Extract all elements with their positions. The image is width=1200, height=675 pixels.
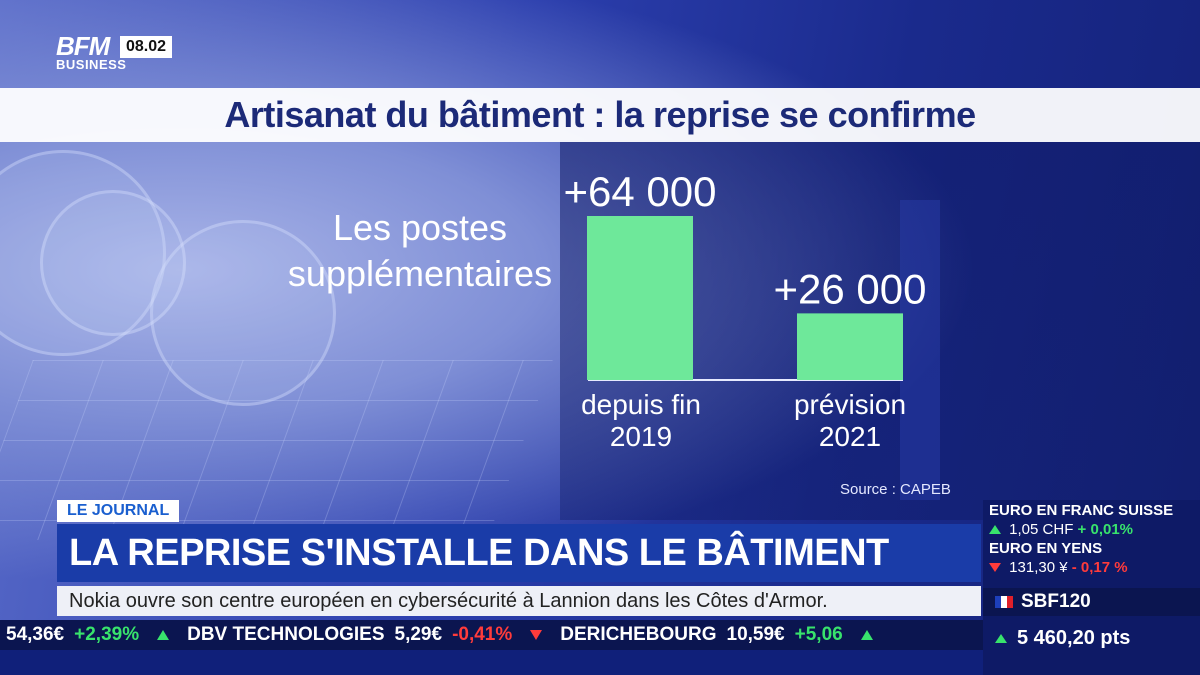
headline-text: LA REPRISE S'INSTALLE DANS LE BÂTIMENT — [69, 531, 889, 574]
title-band: Artisanat du bâtiment : la reprise se co… — [0, 88, 1200, 142]
up-arrow-icon — [989, 525, 1001, 534]
ticker-price: 10,59€ — [726, 624, 785, 645]
bar-value-label: +26 000 — [774, 265, 927, 312]
ticker-price: 5,29€ — [394, 624, 443, 645]
section-tag: LE JOURNAL — [57, 500, 180, 522]
ticker-name: DBV TECHNOLOGIES — [187, 624, 385, 645]
eur-chf-change: + 0,01% — [1077, 521, 1134, 538]
category-label: 2021 — [819, 421, 881, 452]
eur-chf-row: 1,05 CHF + 0,01% — [989, 521, 1133, 538]
logo-sub: BUSINESS — [56, 57, 127, 72]
clock: 08.02 — [120, 36, 173, 58]
chart-bar — [587, 216, 693, 380]
up-arrow-icon — [995, 633, 1007, 643]
ticker-name: DERICHEBOURG — [560, 624, 717, 645]
page-title: Artisanat du bâtiment : la reprise se co… — [224, 94, 976, 135]
blueprint-roll — [40, 190, 186, 336]
market-panel: EURO EN FRANC SUISSE 1,05 CHF + 0,01% EU… — [983, 500, 1200, 675]
index-value: 5 460,20 pts — [1017, 626, 1131, 649]
down-arrow-icon — [989, 563, 1001, 572]
eur-chf-value: 1,05 CHF — [1009, 521, 1074, 538]
up-arrow-icon — [860, 630, 873, 640]
chart-source: Source : CAPEB — [840, 481, 951, 498]
index-name: SBF120 — [1021, 591, 1091, 612]
bottom-bar — [0, 650, 983, 675]
eur-jpy-row: 131,30 ¥ - 0,17 % — [989, 559, 1128, 576]
ticker-price: 54,36€ — [6, 624, 65, 645]
down-arrow-icon — [530, 630, 543, 640]
news-text: Nokia ouvre son centre européen en cyber… — [69, 589, 828, 612]
eur-jpy-value: 131,30 ¥ — [1009, 559, 1068, 576]
headline-bar: LA REPRISE S'INSTALLE DANS LE BÂTIMENT — [57, 524, 981, 582]
eur-jpy-change: - 0,17 % — [1071, 559, 1128, 576]
logo-brand: BFM — [56, 31, 110, 61]
index-value-box: 5 460,20 pts — [983, 620, 1200, 656]
up-arrow-icon — [157, 630, 170, 640]
bar-value-label: +64 000 — [564, 168, 717, 215]
france-flag-icon — [995, 596, 1013, 608]
background-logo-shape — [900, 200, 1200, 500]
ticker-item: DBV TECHNOLOGIES 5,29€ -0,41% — [187, 624, 543, 646]
index-name-box: SBF120 — [983, 588, 1200, 616]
chart-bar — [797, 313, 903, 380]
ticker-change: +5,06 — [794, 624, 843, 645]
category-label: 2019 — [610, 421, 672, 452]
channel-logo: BFM BUSINESS — [56, 31, 127, 72]
category-label: prévision — [794, 389, 906, 420]
category-label: depuis fin — [581, 389, 701, 420]
chart-title: Les postes supplémentaires — [287, 207, 553, 294]
stock-ticker: 54,36€ +2,39% DBV TECHNOLOGIES 5,29€ -0,41% D… — [0, 620, 983, 650]
ticker-change: +2,39% — [74, 624, 140, 645]
news-bar: Nokia ouvre son centre européen en cyber… — [57, 586, 981, 616]
eur-jpy-title: EURO EN YENS — [989, 540, 1103, 557]
ticker-change: -0,41% — [452, 624, 513, 645]
eur-chf-title: EURO EN FRANC SUISSE — [989, 502, 1174, 519]
ticker-item: DERICHEBOURG 10,59€ +5,06 — [560, 624, 873, 646]
ticker-item: 54,36€ +2,39% — [6, 624, 170, 646]
